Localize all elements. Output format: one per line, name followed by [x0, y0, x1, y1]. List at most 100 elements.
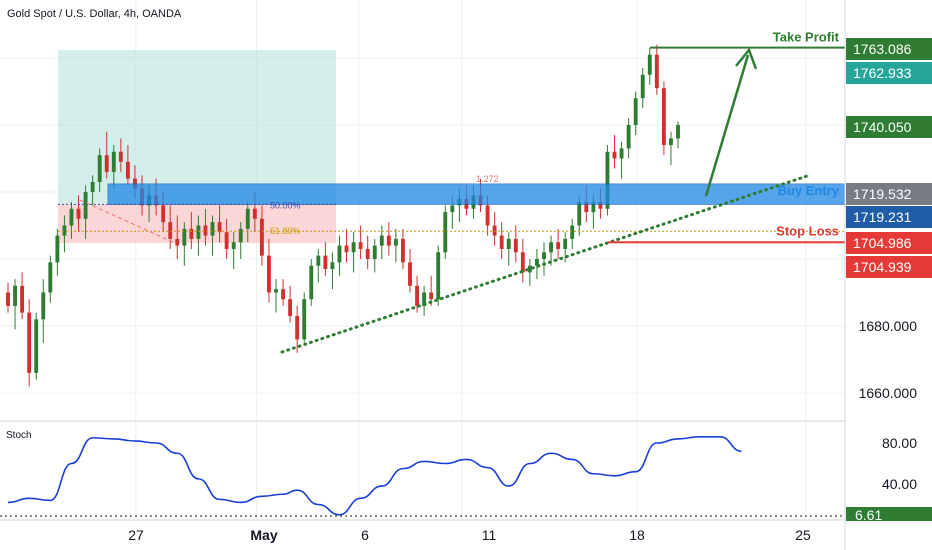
candle-body: [535, 259, 539, 266]
candle-body: [175, 238, 180, 246]
candle-body: [76, 208, 81, 219]
candle-body: [429, 292, 434, 300]
candle: [422, 285, 427, 316]
date-tick-label: 25: [795, 527, 811, 543]
candle: [556, 228, 561, 259]
candle-body: [27, 312, 32, 373]
candle-body: [415, 285, 419, 306]
candle-body: [549, 242, 553, 253]
candle-body: [245, 208, 250, 229]
candle: [41, 279, 46, 343]
price-tag-label: 1704.939: [853, 259, 912, 275]
candle: [344, 228, 349, 263]
stoch-tag: 6.61: [846, 507, 932, 523]
candle-body: [358, 242, 363, 249]
candle-body: [499, 235, 504, 249]
candle: [647, 47, 652, 85]
candle: [612, 135, 617, 169]
candle-body: [386, 235, 391, 246]
price-tag: 1719.532: [846, 183, 932, 205]
candle: [542, 242, 546, 276]
candle-body: [6, 292, 10, 306]
stoch-tick-label: 80.00: [882, 435, 917, 451]
candle-body: [527, 265, 532, 273]
candle-body: [647, 54, 652, 75]
candle-body: [408, 262, 412, 286]
candle: [20, 272, 25, 320]
candle: [401, 228, 405, 270]
candle: [62, 215, 67, 253]
candle: [619, 141, 624, 179]
stoch-line: [7, 436, 742, 516]
candle-body: [351, 242, 356, 253]
candle: [196, 215, 201, 256]
candle: [669, 131, 673, 166]
date-tick-label: 27: [128, 527, 144, 543]
candle: [83, 185, 88, 239]
candle-body: [372, 245, 377, 259]
candle: [316, 248, 321, 283]
candle-body: [633, 98, 638, 125]
candle-body: [520, 252, 525, 273]
candle: [520, 238, 525, 283]
candle: [76, 195, 81, 233]
candle-body: [492, 225, 497, 236]
fib-50-label: 50.00%: [270, 200, 301, 210]
candle-body: [111, 151, 116, 172]
candle-body: [316, 255, 321, 266]
candle-body: [365, 248, 370, 259]
candle: [386, 222, 391, 256]
price-tag-bg: [846, 183, 932, 205]
candle-body: [513, 238, 518, 253]
stop-loss-label: Stop Loss: [776, 223, 839, 238]
date-tick-label: 6: [361, 527, 369, 543]
candle-body: [302, 299, 307, 340]
candle: [661, 81, 666, 156]
candle-body: [217, 222, 222, 233]
stoch-panel: Stoch: [0, 420, 845, 517]
price-tag-label: 1719.532: [853, 186, 912, 202]
candle: [302, 292, 307, 343]
price-tag: 1762.933: [846, 62, 932, 84]
candle-body: [203, 225, 208, 236]
candle: [506, 232, 511, 266]
candle: [408, 248, 412, 293]
price-tag-bg: [846, 206, 932, 228]
buy-entry-label: Buy Entry: [778, 183, 840, 198]
candle-body: [90, 181, 95, 192]
price-tag: 1704.939: [846, 256, 932, 278]
candle-body: [485, 205, 490, 226]
candle-body: [13, 285, 17, 306]
candle-body: [584, 202, 589, 213]
candle-body: [83, 192, 88, 219]
candle-body: [182, 228, 187, 246]
profit-zone: [58, 50, 336, 205]
candle: [323, 242, 328, 276]
candle: [274, 279, 278, 313]
price-tag-bg: [846, 62, 932, 84]
candle-body: [104, 155, 109, 172]
date-tick-label: May: [250, 527, 277, 543]
candle: [175, 215, 180, 259]
candle-body: [125, 161, 130, 179]
candle: [379, 225, 384, 259]
candle-body: [654, 54, 659, 89]
chart-title: Gold Spot / U.S. Dollar, 4h, OANDA: [7, 8, 182, 20]
candle: [13, 279, 17, 330]
candle: [365, 235, 370, 270]
projection-arrow-shaft: [704, 54, 750, 197]
candle: [330, 252, 335, 290]
candle: [443, 205, 448, 259]
candle-body: [41, 292, 46, 320]
candle: [104, 131, 109, 179]
candle-body: [309, 265, 314, 300]
price-tag-label: 1719.231: [853, 209, 912, 225]
candle-body: [252, 208, 257, 219]
price-tag: 1719.231: [846, 206, 932, 228]
candle-body: [577, 202, 582, 226]
candle: [90, 175, 95, 206]
candle-body: [267, 255, 271, 293]
candle: [633, 91, 638, 136]
projection-arrow-head: [735, 47, 758, 70]
candle: [69, 202, 74, 239]
